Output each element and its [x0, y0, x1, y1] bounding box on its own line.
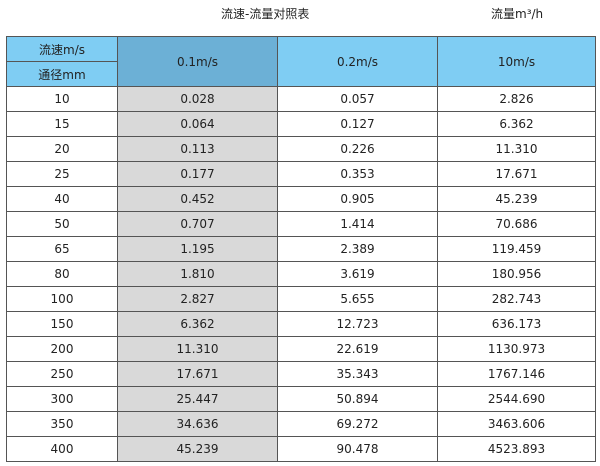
diameter-cell: 300: [6, 386, 118, 412]
diameter-cell: 80: [6, 261, 118, 287]
flow-cell: 69.272: [277, 411, 438, 437]
flow-cell: 1.195: [117, 236, 278, 262]
table-row: 300 25.447 50.894 2544.690: [6, 386, 596, 412]
flow-cell: 0.707: [117, 211, 278, 237]
flow-cell: 17.671: [437, 161, 596, 187]
flow-cell: 1767.146: [437, 361, 596, 387]
column-header: 0.2m/s: [277, 36, 438, 87]
flow-cell: 1130.973: [437, 336, 596, 362]
flow-cell: 180.956: [437, 261, 596, 287]
flow-cell: 11.310: [437, 136, 596, 162]
table-row: 20 0.113 0.226 11.310: [6, 136, 596, 162]
flow-cell: 0.177: [117, 161, 278, 187]
flow-cell: 35.343: [277, 361, 438, 387]
flow-cell: 11.310: [117, 336, 278, 362]
flow-cell: 3463.606: [437, 411, 596, 437]
unit-label: 流量m³/h: [491, 7, 544, 21]
flow-cell: 4523.893: [437, 436, 596, 462]
diameter-cell: 10: [6, 86, 118, 112]
table-title: 流速-流量对照表: [221, 7, 310, 21]
flow-cell: 2.827: [117, 286, 278, 312]
flow-cell: 0.113: [117, 136, 278, 162]
flow-cell: 0.905: [277, 186, 438, 212]
diameter-cell: 100: [6, 286, 118, 312]
flow-cell: 2.389: [277, 236, 438, 262]
table-row: 80 1.810 3.619 180.956: [6, 261, 596, 287]
flow-cell: 282.743: [437, 286, 596, 312]
flow-cell: 0.226: [277, 136, 438, 162]
flow-cell: 2544.690: [437, 386, 596, 412]
diameter-cell: 400: [6, 436, 118, 462]
column-header: 10m/s: [437, 36, 596, 87]
diameter-cell: 250: [6, 361, 118, 387]
flow-cell: 90.478: [277, 436, 438, 462]
diameter-cell: 350: [6, 411, 118, 437]
flow-cell: 6.362: [437, 111, 596, 137]
flow-cell: 0.064: [117, 111, 278, 137]
diameter-cell: 150: [6, 311, 118, 337]
table-row: 10 0.028 0.057 2.826: [6, 86, 596, 112]
flow-cell: 34.636: [117, 411, 278, 437]
velocity-header: 流速m/s: [6, 36, 118, 62]
flow-cell: 25.447: [117, 386, 278, 412]
table-row: 40 0.452 0.905 45.239: [6, 186, 596, 212]
table-row: 65 1.195 2.389 119.459: [6, 236, 596, 262]
diameter-cell: 20: [6, 136, 118, 162]
flow-cell: 0.028: [117, 86, 278, 112]
diameter-cell: 25: [6, 161, 118, 187]
flow-cell: 119.459: [437, 236, 596, 262]
flow-cell: 70.686: [437, 211, 596, 237]
diameter-cell: 65: [6, 236, 118, 262]
flow-cell: 1.414: [277, 211, 438, 237]
flow-cell: 2.826: [437, 86, 596, 112]
flow-cell: 0.057: [277, 86, 438, 112]
diameter-cell: 15: [6, 111, 118, 137]
flow-cell: 12.723: [277, 311, 438, 337]
flow-cell: 6.362: [117, 311, 278, 337]
table-row: 350 34.636 69.272 3463.606: [6, 411, 596, 437]
column-header: 0.1m/s: [117, 36, 278, 87]
flow-cell: 1.810: [117, 261, 278, 287]
table-row: 250 17.671 35.343 1767.146: [6, 361, 596, 387]
table-row: 50 0.707 1.414 70.686: [6, 211, 596, 237]
diameter-cell: 50: [6, 211, 118, 237]
flow-cell: 5.655: [277, 286, 438, 312]
table-row: 100 2.827 5.655 282.743: [6, 286, 596, 312]
table-row: 400 45.239 90.478 4523.893: [6, 436, 596, 462]
diameter-cell: 200: [6, 336, 118, 362]
table-row: 150 6.362 12.723 636.173: [6, 311, 596, 337]
flow-cell: 45.239: [117, 436, 278, 462]
table-row: 200 11.310 22.619 1130.973: [6, 336, 596, 362]
table-row: 15 0.064 0.127 6.362: [6, 111, 596, 137]
diameter-header: 通径mm: [6, 61, 118, 87]
flow-table: 流速m/s 0.1m/s 0.2m/s 10m/s 通径mm 10 0.028 0.…: [6, 36, 596, 462]
flow-cell: 3.619: [277, 261, 438, 287]
diameter-cell: 40: [6, 186, 118, 212]
flow-cell: 0.452: [117, 186, 278, 212]
flow-cell: 50.894: [277, 386, 438, 412]
flow-cell: 22.619: [277, 336, 438, 362]
flow-cell: 0.353: [277, 161, 438, 187]
flow-cell: 17.671: [117, 361, 278, 387]
table-row: 25 0.177 0.353 17.671: [6, 161, 596, 187]
flow-cell: 636.173: [437, 311, 596, 337]
flow-cell: 0.127: [277, 111, 438, 137]
flow-cell: 45.239: [437, 186, 596, 212]
